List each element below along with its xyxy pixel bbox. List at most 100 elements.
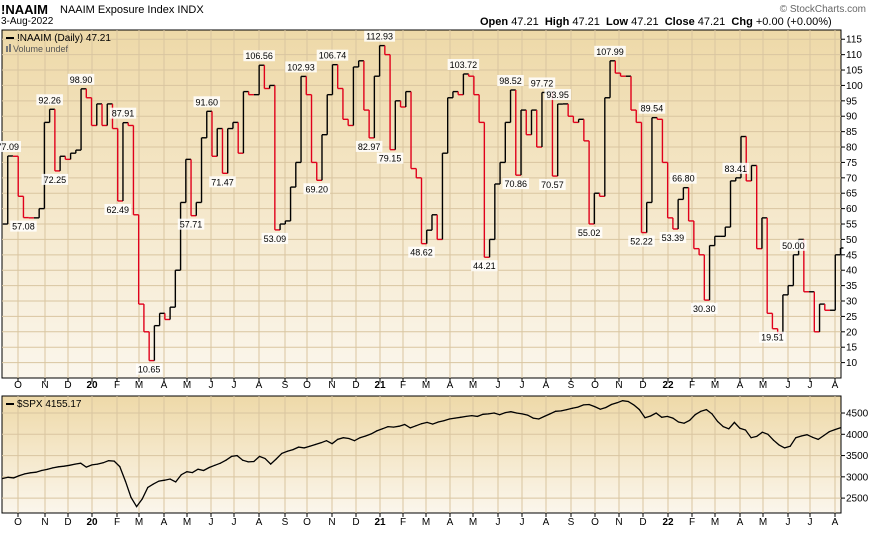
value-annotation: 62.49: [106, 205, 129, 215]
data-point: [605, 406, 607, 409]
value-annotation: 97.72: [531, 78, 554, 88]
plot-area: [1, 395, 842, 514]
spx-panel[interactable]: 2500 3000 3500 4000 4500 O N D 20 F M A M J J A S O N D 21 F M…: [1, 395, 869, 528]
annotation-box: [41, 173, 69, 185]
annotation-box: [193, 96, 221, 108]
y-tick-label: 105: [846, 66, 863, 77]
y-tick-label: 35: [846, 281, 858, 292]
value-annotation: 66.80: [672, 174, 695, 184]
x-tick-label: J: [808, 380, 813, 391]
annotation-box: [104, 203, 131, 215]
high-label: High: [544, 16, 570, 28]
data-point: [41, 469, 43, 472]
data-point: [811, 436, 814, 438]
annotation-box: [638, 102, 666, 114]
data-point: [29, 472, 32, 474]
data-point: [594, 406, 596, 408]
x-tick-label: D: [639, 380, 646, 391]
x-tick-label: A: [737, 380, 744, 391]
value-annotation: 102.93: [287, 62, 315, 72]
annotation-box: [594, 45, 626, 57]
data-point: [331, 443, 333, 445]
x-tick-label: F: [400, 517, 406, 528]
annotation-box: [376, 152, 404, 164]
data-point: [839, 427, 842, 429]
x-tick-label: D: [352, 380, 359, 391]
data-point: [504, 411, 506, 414]
volume-icon: [9, 44, 11, 52]
x-tick-label: 21: [374, 517, 386, 528]
data-point: [683, 422, 685, 424]
data-point: [599, 408, 601, 410]
annotation-box: [209, 176, 236, 188]
value-annotation: 70.57: [541, 180, 564, 190]
y-tick-label: 110: [846, 50, 862, 61]
annotation-box: [177, 218, 205, 230]
value-annotation: 83.41: [724, 164, 747, 174]
x-tick-label: N: [615, 380, 622, 391]
value-annotation: 19.51: [761, 333, 784, 343]
annotation-box: [10, 220, 37, 232]
data-point: [767, 433, 769, 435]
x-tick-label: A: [543, 517, 550, 528]
y-tick-label: 50: [846, 235, 858, 246]
chg-label: Chg: [731, 16, 753, 28]
naaim-panel[interactable]: 10 15 20 25 30 35 40 45 50 55 60 65 70 75 80 85 90 95 100 1…: [0, 29, 863, 391]
value-annotation: 98.52: [499, 76, 522, 86]
data-point: [694, 414, 696, 416]
legend: $SPX 4155.17: [6, 399, 82, 410]
y-tick-label: 30: [846, 297, 858, 308]
y-tick-label: 65: [846, 189, 858, 200]
data-point: [7, 476, 9, 478]
x-tick-label: 20: [86, 517, 98, 528]
data-point: [772, 439, 775, 441]
data-point: [359, 437, 361, 439]
annotation-box: [670, 172, 697, 184]
annotation-box: [628, 235, 655, 247]
data-point: [823, 434, 825, 437]
data-point: [817, 438, 819, 440]
annotation-box: [36, 94, 63, 106]
close-label: Close: [664, 16, 695, 28]
value-annotation: 92.26: [38, 95, 61, 105]
value-annotation: 89.54: [641, 104, 664, 114]
x-tick-label: 22: [662, 517, 674, 528]
volume-icon: [6, 46, 8, 52]
data-point: [543, 415, 546, 418]
value-annotation: 69.20: [305, 184, 328, 194]
data-point: [236, 454, 238, 457]
x-tick-label: A: [161, 517, 168, 528]
value-annotation: 107.99: [596, 47, 624, 57]
x-tick-label: M: [135, 517, 143, 528]
data-point: [482, 413, 484, 415]
y-tick-label: 3500: [846, 451, 869, 462]
x-tick-label: O: [14, 380, 22, 391]
annotation-box: [471, 260, 498, 272]
data-point: [108, 460, 110, 462]
value-annotation: 48.62: [410, 248, 433, 258]
data-point: [175, 481, 177, 483]
data-point: [1, 477, 4, 480]
y-tick-label: 4000: [846, 430, 869, 441]
data-point: [627, 400, 629, 403]
data-point: [35, 471, 37, 473]
value-annotation: 53.09: [264, 234, 287, 244]
stockcharts-watermark[interactable]: © StockCharts.com: [779, 4, 866, 15]
annotation-box: [539, 179, 566, 191]
value-annotation: 10.65: [138, 365, 161, 375]
data-point: [91, 464, 93, 466]
data-point: [281, 452, 283, 455]
annotation-box: [659, 231, 687, 243]
data-point: [644, 417, 646, 419]
data-point: [487, 413, 490, 415]
data-point: [638, 409, 640, 411]
x-tick-label: M: [711, 380, 719, 391]
annotation-box: [447, 58, 480, 70]
x-tick-label: F: [114, 517, 120, 528]
value-annotation: 55.02: [578, 228, 601, 238]
x-tick-label: S: [568, 517, 575, 528]
data-point: [63, 465, 65, 467]
symbol-title[interactable]: !NAAIM: [1, 2, 48, 17]
